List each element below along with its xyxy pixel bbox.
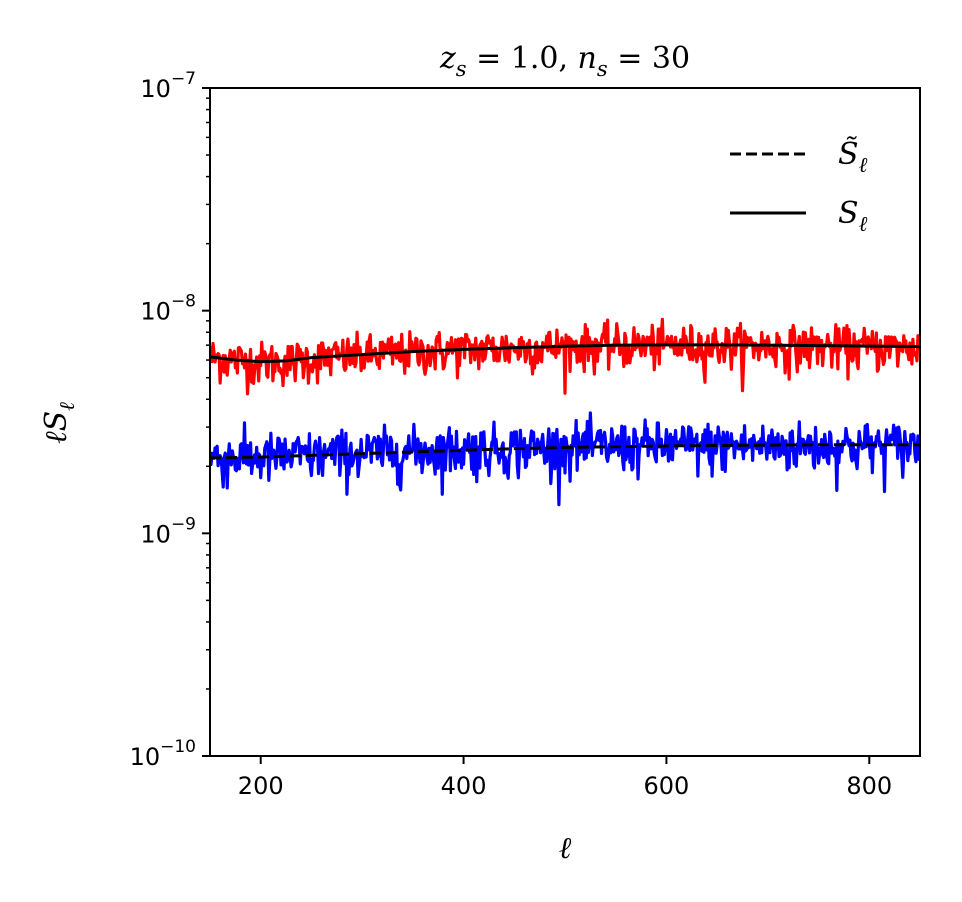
legend-label-s-main: S — [838, 196, 859, 231]
y-tick-label: 10−7 — [140, 69, 196, 103]
title-z: z — [439, 41, 456, 76]
y-tick-label: 10−10 — [130, 737, 196, 771]
title-z-sub: s — [456, 57, 467, 81]
legend-label-s-sub: ℓ — [859, 212, 868, 236]
tick-layer: 200 400 600 800 10−10 10−9 10−8 10−7 — [130, 69, 893, 800]
x-tick-label: 800 — [846, 772, 892, 800]
legend: S̃ℓ Sℓ — [730, 137, 868, 236]
series-layer — [210, 317, 920, 507]
legend-label-s-tilde: S̃ℓ — [838, 137, 868, 177]
title-n-val: = 30 — [608, 41, 690, 76]
series-s-solid — [210, 343, 920, 364]
y-tick-label: 10−9 — [140, 514, 196, 548]
series-s-tilde-dashed — [210, 443, 920, 460]
y-axis-label-sub: ℓ — [55, 402, 79, 411]
title-n: n — [578, 41, 597, 76]
chart-title: zs = 1.0, ns = 30 — [439, 41, 690, 81]
title-z-val: = 1.0, — [467, 41, 578, 76]
x-tick-label: 400 — [441, 772, 487, 800]
y-axis-label: ℓSℓ — [39, 402, 79, 444]
legend-label-s: Sℓ — [838, 196, 868, 236]
x-axis-label: ℓ — [559, 831, 572, 866]
plot-frame — [209, 87, 921, 757]
x-tick-label: 600 — [644, 772, 690, 800]
series-noisy-1 — [210, 411, 920, 507]
title-n-sub: s — [597, 57, 608, 81]
y-axis-label-main: ℓS — [39, 411, 74, 444]
y-tick-label: 10−8 — [140, 292, 196, 326]
legend-label-s-tilde-sub: ℓ — [859, 153, 868, 177]
x-tick-label: 200 — [238, 772, 284, 800]
series-noisy-0 — [210, 317, 920, 396]
legend-label-s-tilde-main: S̃ — [838, 137, 859, 172]
